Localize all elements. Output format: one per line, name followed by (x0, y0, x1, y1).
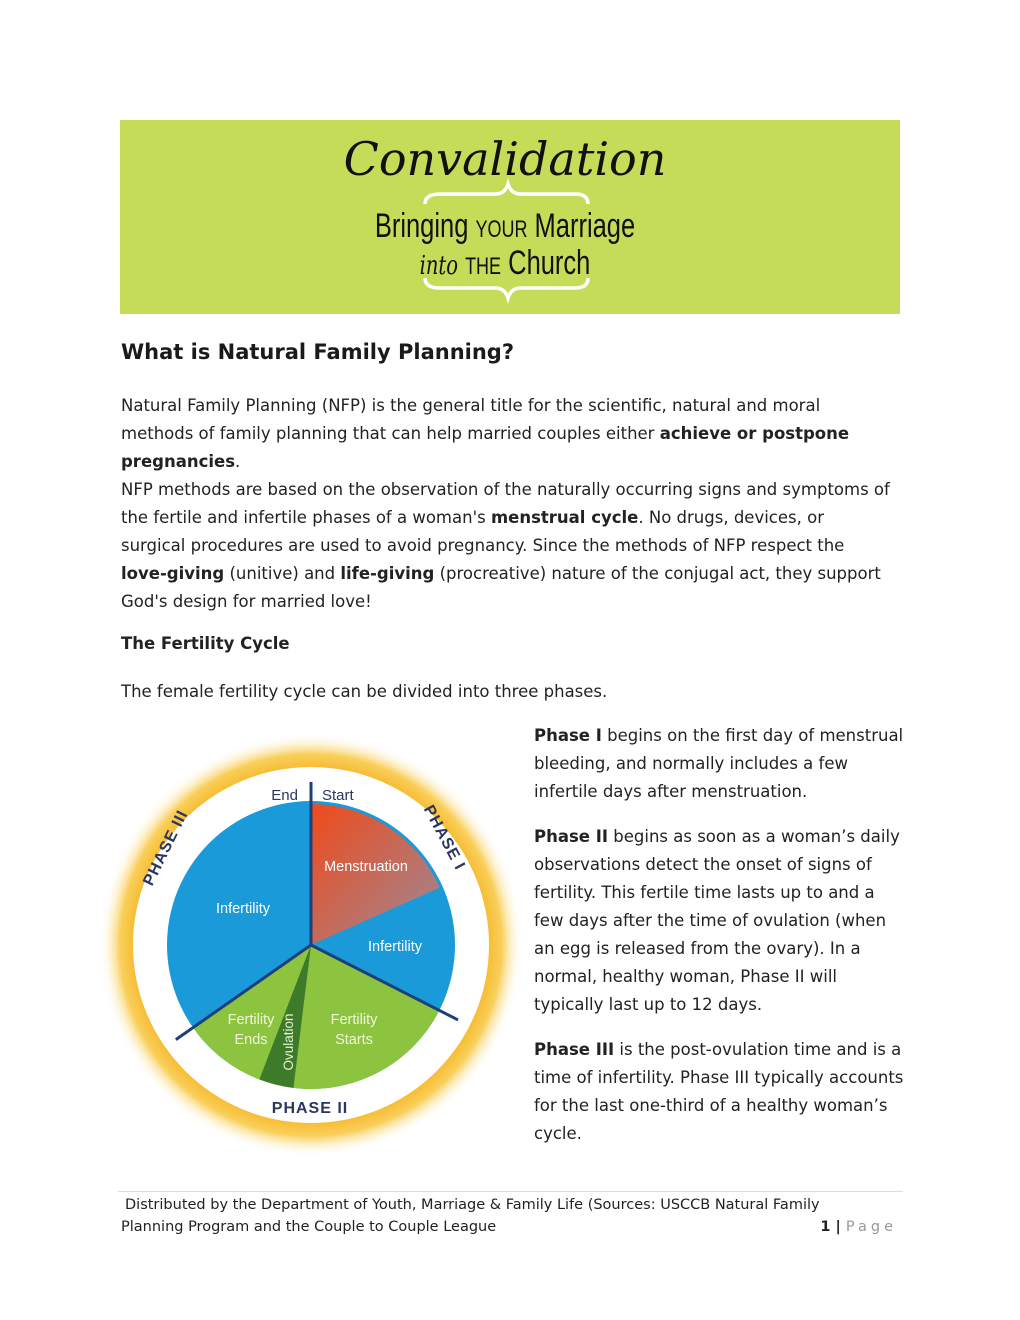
fertile-slice (193, 945, 440, 1089)
footer: Distributed by the Department of Youth, … (118, 1191, 903, 1238)
label-fertility-ends: Fertility Ends (228, 1012, 275, 1048)
phase-2-description: Phase II begins as soon as a woman’s dai… (534, 827, 900, 1014)
banner-graphic: Convalidation Bringing YOUR Marriage int… (344, 132, 667, 305)
phase-3-description: Phase III is the post-ovulation time and… (534, 1040, 904, 1143)
label-infertility-phase1: Infertility (368, 939, 423, 955)
page-title: What is Natural Family Planning? (121, 340, 515, 364)
label-end: End (271, 787, 298, 804)
label-start: Start (322, 787, 355, 804)
svg-text:into THE Church: into THE Church (420, 245, 591, 282)
phase-descriptions: Phase I begins on the first day of menst… (534, 722, 904, 1148)
phase-1-description: Phase I begins on the first day of menst… (534, 726, 904, 801)
label-phase-2: PHASE II (272, 1100, 348, 1117)
page-number: 1 | Page (820, 1219, 897, 1235)
label-fertility-starts: Fertility Starts (331, 1012, 378, 1048)
banner: Convalidation Bringing YOUR Marriage int… (120, 120, 900, 314)
paragraph-intro: Natural Family Planning (NFP) is the gen… (121, 396, 850, 471)
paragraph-methods: NFP methods are based on the observation… (121, 480, 890, 611)
label-ovulation: Ovulation (281, 1013, 296, 1070)
menstruation-slice (311, 804, 440, 945)
banner-title: Convalidation (344, 132, 667, 186)
section-heading: The Fertility Cycle (121, 634, 290, 653)
phase-divider-left (174, 943, 312, 1041)
phase-divider-right (310, 943, 459, 1022)
svg-text:Bringing YOUR Marriage: Bringing YOUR Marriage (375, 208, 635, 245)
brace-bottom (423, 277, 590, 305)
footer-line-2: Planning Program and the Couple to Coupl… (121, 1219, 497, 1235)
cycle-intro: The female fertility cycle can be divide… (121, 682, 608, 701)
label-infertility-phase3: Infertility (216, 901, 271, 917)
brace-top (423, 177, 590, 205)
label-menstruation: Menstruation (324, 859, 408, 875)
footer-line-1: Distributed by the Department of Youth, … (125, 1197, 820, 1213)
ovulation-slice (259, 945, 311, 1088)
fertility-cycle-diagram: End Start PHASE I PHASE II PHASE III Men… (99, 730, 523, 1160)
